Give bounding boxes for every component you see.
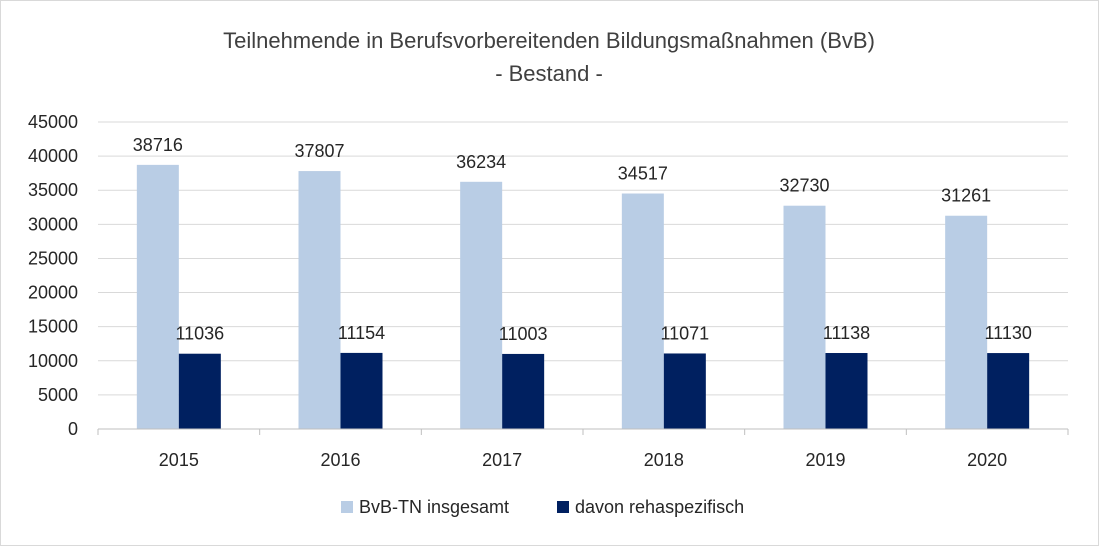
x-tick-label: 2019 [805, 450, 845, 470]
legend: BvB-TN insgesamt davon rehaspezifisch [341, 497, 744, 517]
y-tick-label: 20000 [28, 283, 78, 303]
data-label: 37807 [294, 141, 344, 161]
bar-davon-rehaspezifisch [502, 353, 545, 429]
y-tick-label: 45000 [28, 112, 78, 132]
legend-swatch [341, 501, 353, 513]
y-tick-label: 15000 [28, 317, 78, 337]
data-label: 32730 [779, 176, 829, 196]
x-tick-label: 2018 [644, 450, 684, 470]
data-label: 31261 [941, 186, 991, 206]
bars: 38716 11036 37807 11154 36234 11003 34517 11071… [133, 135, 1032, 429]
data-label: 11130 [984, 323, 1031, 343]
data-label: 11138 [823, 323, 870, 343]
bar-davon-rehaspezifisch [340, 352, 383, 429]
y-tick-label: 25000 [28, 248, 78, 268]
bar-davon-rehaspezifisch [987, 353, 1030, 429]
y-tick-label: 5000 [38, 385, 78, 405]
data-label: 11071 [660, 323, 709, 343]
x-tick-label: 2015 [159, 450, 199, 470]
y-tick-label: 0 [68, 419, 78, 439]
bar-bvb-tn-insgesamt [783, 205, 826, 429]
x-tick-label: 2016 [320, 450, 360, 470]
y-tick-label: 10000 [28, 351, 78, 371]
bar-bvb-tn-insgesamt [136, 164, 179, 429]
chart-title: Teilnehmende in Berufsvorbereitenden Bil… [223, 28, 875, 53]
legend-swatch [557, 501, 569, 513]
bar-bvb-tn-insgesamt [460, 181, 503, 429]
bar-bvb-tn-insgesamt [945, 215, 988, 429]
data-label: 36234 [456, 152, 506, 172]
bar-davon-rehaspezifisch [178, 353, 221, 429]
data-label: 11003 [499, 324, 548, 344]
bar-davon-rehaspezifisch [825, 353, 868, 429]
y-tick-label: 40000 [28, 146, 78, 166]
bar-davon-rehaspezifisch [663, 353, 706, 429]
x-tick-label: 2017 [482, 450, 522, 470]
axes: 0 5000 10000 15000 20000 25000 30000 35000 40000… [28, 112, 1069, 470]
data-label: 38716 [133, 135, 183, 155]
bar-bvb-tn-insgesamt [298, 171, 341, 429]
y-tick-label: 35000 [28, 180, 78, 200]
legend-label: BvB-TN insgesamt [359, 497, 509, 517]
data-label: 11036 [175, 324, 224, 344]
legend-label: davon rehaspezifisch [575, 497, 744, 517]
chart-subtitle: - Bestand - [495, 61, 603, 86]
data-label: 34517 [618, 164, 668, 184]
gridlines [98, 121, 1068, 396]
y-tick-label: 30000 [28, 214, 78, 234]
x-tick-label: 2020 [967, 450, 1007, 470]
data-label: 11154 [338, 323, 385, 343]
bar-bvb-tn-insgesamt [621, 193, 664, 429]
